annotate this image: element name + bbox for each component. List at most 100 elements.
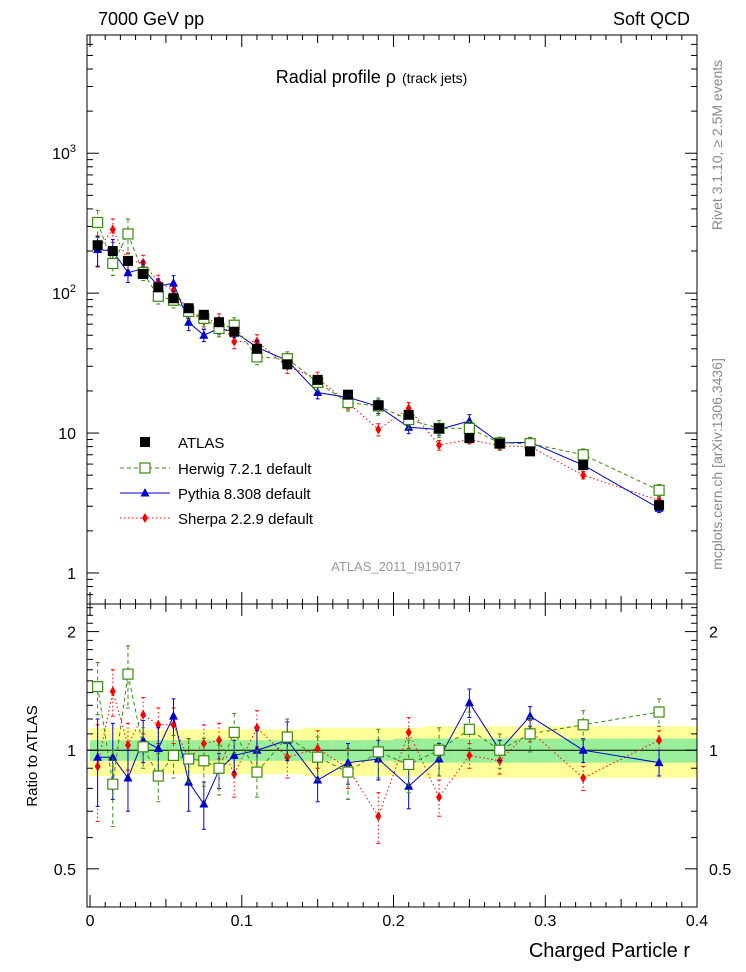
ratio-point-sherpa: [231, 769, 238, 780]
data-point-atlas: [138, 269, 149, 280]
x-tick-label: 0.4: [686, 913, 708, 930]
ratio-panel: 0 0.1 0.2 0.3 0.4 0.5 0.5 1 1 2 2: [54, 603, 731, 930]
y-tick-label: 102: [52, 283, 76, 303]
ratio-point-herwig: [433, 744, 445, 756]
ratio-point-herwig: [342, 766, 354, 778]
legend-label-sherpa: Sherpa 2.2.9 default: [178, 511, 314, 528]
ratio-point-pythia: [199, 799, 209, 808]
data-point-pythia: [184, 317, 194, 326]
data-point-atlas: [525, 446, 536, 457]
ratio-point-herwig: [152, 770, 164, 782]
ratio-point-sherpa: [375, 811, 382, 822]
header-right: Soft QCD: [613, 9, 690, 29]
ratio-point-herwig: [403, 758, 415, 771]
data-point-atlas: [107, 246, 118, 257]
y-tick-label: 10: [58, 426, 76, 443]
ratio-point-herwig: [92, 681, 104, 693]
side-label-mcplots: mcplots.cern.ch [arXiv:1306.3436]: [709, 358, 725, 570]
data-point-pythia: [168, 278, 178, 287]
ratio-y-tick-label: 0.5: [709, 862, 731, 879]
legend-marker-pythia: [140, 488, 150, 497]
ratio-point-sherpa: [580, 773, 587, 784]
ratio-line-herwig: [97, 674, 660, 785]
data-point-atlas: [282, 359, 293, 370]
x-tick-label: 0.2: [382, 913, 404, 930]
ratio-point-sherpa: [656, 735, 663, 746]
analysis-watermark: ATLAS_2011_I919017: [331, 559, 461, 574]
data-point-sherpa: [580, 470, 587, 481]
y-tick-label: 103: [52, 143, 76, 163]
ratio-point-herwig: [653, 706, 665, 718]
legend-label-herwig: Herwig 7.2.1 default: [178, 461, 312, 478]
data-point-pythia: [464, 415, 474, 425]
main-panel: 1 10 102 103: [52, 34, 698, 605]
x-tick-label: 0: [86, 913, 95, 930]
ratio-point-sherpa: [216, 735, 223, 746]
data-point-atlas: [494, 438, 505, 449]
ratio-point-herwig: [107, 778, 119, 790]
data-point-atlas: [122, 255, 133, 266]
data-point-atlas: [654, 500, 665, 511]
data-point-atlas: [342, 389, 353, 400]
data-point-herwig: [463, 422, 475, 434]
ratio-point-sherpa: [436, 792, 443, 803]
ratio-point-pythia: [229, 750, 239, 759]
data-point-herwig: [92, 216, 104, 229]
series-atlas: [92, 240, 665, 511]
x-tick-label: 0.1: [231, 913, 253, 930]
ratio-frame: [86, 603, 698, 908]
ratio-line-sherpa: [97, 691, 660, 818]
ratio-point-pythia: [464, 697, 474, 707]
data-point-atlas: [373, 400, 384, 411]
ratio-point-pythia: [578, 745, 588, 754]
ratio-point-pythia: [153, 743, 163, 753]
ratio-point-pythia: [343, 757, 353, 767]
ratio-point-sherpa: [253, 722, 260, 733]
ratio-point-herwig: [167, 749, 180, 762]
ratio-point-herwig: [213, 762, 225, 774]
side-label-rivet: Rivet 3.1.10, ≥ 2.5M events: [709, 60, 725, 230]
ratio-point-sherpa: [405, 727, 412, 738]
data-point-atlas: [153, 282, 164, 293]
series-line-pythia: [97, 249, 660, 509]
data-point-atlas: [183, 303, 194, 314]
y-tick-label: 1: [67, 566, 76, 583]
data-point-sherpa: [109, 224, 116, 235]
ratio-point-pythia: [252, 745, 262, 754]
series-line-sherpa: [97, 228, 660, 501]
series-herwig: [92, 209, 665, 498]
ratio-point-pythia: [123, 773, 133, 782]
ratio-point-pythia: [525, 711, 535, 720]
ratio-point-herwig: [494, 744, 506, 756]
data-point-herwig: [122, 228, 134, 240]
ratio-point-herwig: [281, 731, 293, 743]
data-point-atlas: [92, 240, 103, 251]
data-point-atlas: [464, 433, 475, 444]
data-point-atlas: [198, 309, 209, 320]
legend: ATLAS Herwig 7.2.1 default Pythia 8.308 de…: [120, 435, 314, 528]
ratio-point-sherpa: [466, 750, 473, 761]
ratio-point-pythia: [654, 757, 664, 767]
ratio-y-tick-label: 0.5: [54, 862, 76, 879]
ratio-point-herwig: [524, 728, 536, 740]
data-point-atlas: [251, 343, 262, 354]
data-point-sherpa: [231, 336, 238, 347]
ratio-point-pythia: [93, 752, 103, 761]
ratio-point-herwig: [251, 766, 263, 778]
legend-marker-atlas: [140, 437, 150, 447]
ratio-point-herwig: [183, 753, 195, 765]
data-point-herwig: [152, 290, 164, 302]
data-point-herwig: [577, 449, 589, 461]
ratio-series-herwig: [92, 645, 665, 828]
data-point-atlas: [168, 293, 179, 304]
data-point-sherpa: [436, 440, 443, 451]
ratio-point-herwig: [312, 751, 324, 763]
data-point-pythia: [123, 267, 133, 277]
ratio-point-herwig: [577, 719, 589, 731]
ratio-y-tick-label: 2: [67, 625, 76, 642]
data-point-sherpa: [375, 424, 382, 435]
chart-title: Radial profile ρ: [276, 67, 396, 87]
ratio-y-tick-label: 1: [67, 743, 76, 760]
legend-label-pythia: Pythia 8.308 default: [178, 486, 311, 503]
